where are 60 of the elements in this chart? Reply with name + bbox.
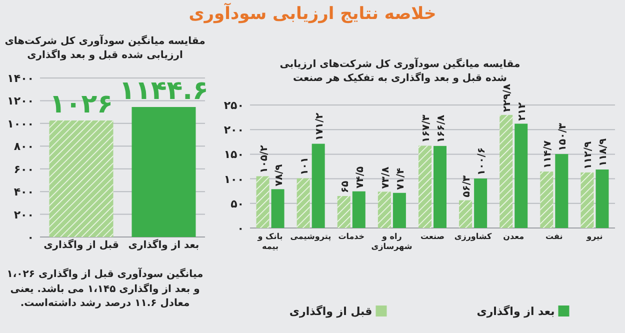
data-label: ۱۶۶/۸ — [436, 114, 448, 143]
y-tick-label: ۱۵۰ — [224, 148, 244, 162]
x-tick-label: راه و شهرسازی — [371, 232, 412, 252]
x-tick-label: بانک و بیمه — [256, 232, 284, 252]
bar — [312, 144, 325, 228]
x-tick-label: خدمات — [337, 232, 366, 242]
bar — [352, 191, 366, 228]
data-label: ۱۱۴۴.۶ — [119, 76, 208, 106]
x-tick-label: نیرو — [585, 232, 604, 242]
data-label: ۱۰۰/۶ — [476, 147, 488, 176]
data-label: ۱۱۸/۹ — [598, 138, 610, 166]
data-label: ۱۰۲۶ — [50, 89, 113, 120]
x-tick-label: کشاورزی — [453, 232, 493, 242]
bar — [434, 146, 447, 228]
data-label: ۷۳/۸ — [380, 166, 392, 189]
data-label: ۲۱۲ — [517, 102, 528, 121]
data-label: ۷۸/۹ — [274, 164, 285, 186]
bar — [555, 154, 568, 228]
y-tick-label: ۲۵۰ — [224, 99, 244, 112]
x-tick-label: معدن — [502, 232, 526, 242]
data-label: ۱۷۱/۲ — [314, 112, 326, 141]
y-tick-label: ۴۰۰ — [14, 186, 34, 199]
data-label: ۶۵ — [340, 180, 351, 194]
text: خلاصه نتایج ارزیابی سودآوری — [188, 4, 438, 24]
y-tick-label: ۸۰۰ — [14, 140, 34, 154]
text: میانگین سودآوری قبل از واگذاری ۱،۰۲۶ و بعد از واگذاری ۱،۱۴۵ می باشد. یعنی معادل ۱۱.۶ درصد رشد داشته‌است. — [6, 268, 204, 311]
y-tick-label: ۰ — [237, 222, 244, 235]
data-label: ۱۵۰/۳ — [558, 122, 569, 152]
data-label: ۲۲۹/۸ — [502, 84, 514, 112]
y-tick-label: ۲۰۰ — [224, 124, 244, 137]
bar — [596, 170, 609, 228]
y-tick-label: ۱۰۰ — [224, 172, 244, 186]
data-label: ۱۰۵/۲ — [258, 145, 270, 174]
y-tick-label: ۱۲۰۰ — [7, 94, 34, 108]
chart-title: مقایسه میانگین سودآوری کل شرکت‌های ارزیابی شده قبل و بعد واگذاری به تفکیک هر صنعت — [278, 58, 522, 84]
chart-subtitle: مقایسه میانگین سودآوری کل شرکت‌های ارزیابی شده قبل و بعد واگذاری — [4, 35, 206, 62]
bar — [271, 189, 284, 228]
y-tick-label: ۶۰۰ — [14, 162, 34, 176]
y-tick-label: ۰ — [27, 231, 34, 244]
bar — [392, 192, 406, 228]
x-tick-label: قبل از واگذاری — [44, 240, 119, 251]
data-label: ۱۱۴/۷ — [542, 140, 554, 169]
x-tick-label: بعد از واگذاری — [128, 240, 200, 251]
y-tick-label: ۱۴۰۰ — [7, 72, 34, 85]
data-label: ۱۱۲/۹ — [583, 141, 594, 170]
y-tick-label: ۲۰۰ — [14, 208, 34, 222]
data-label: ۷۱/۴ — [395, 168, 406, 190]
x-tick-label: پتروشیمی — [290, 232, 332, 242]
x-tick-label: نفت — [544, 232, 564, 242]
bar — [514, 124, 528, 228]
legend-label: قبل از واگذاری — [289, 305, 372, 318]
data-label: ۷۴/۵ — [354, 166, 366, 188]
y-tick-label: ۱۰۰۰ — [7, 117, 34, 130]
x-tick-label: صنعت — [420, 232, 446, 242]
bar — [474, 178, 488, 228]
data-label: ۱۶۷/۳ — [420, 114, 432, 143]
data-label: ۵۶/۳ — [462, 175, 473, 198]
data-label: ۱۰۱ — [299, 156, 310, 176]
legend-label: بعد از واگذاری — [476, 305, 555, 318]
y-tick-label: ۵۰ — [230, 197, 244, 210]
